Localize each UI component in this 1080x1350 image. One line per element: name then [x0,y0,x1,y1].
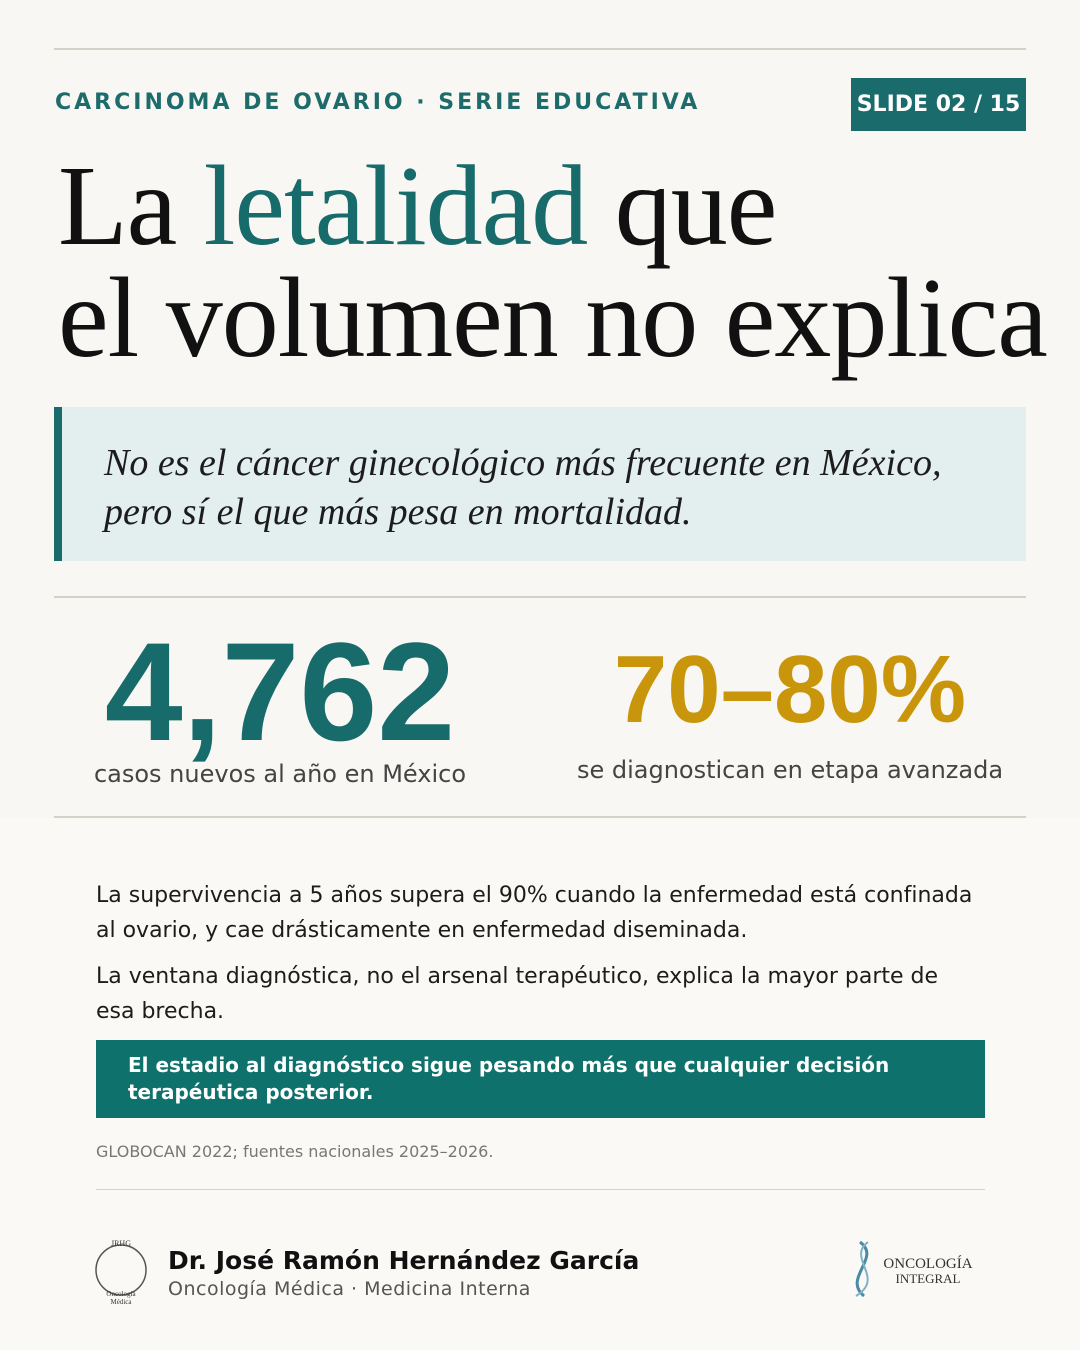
quote-box: No es el cáncer ginecológico más frecuen… [54,407,1026,561]
rule [54,596,1026,598]
title-text: La [58,142,177,269]
callout: El estadio al diagnóstico sigue pesando … [96,1040,985,1118]
kicker: CARCINOMA DE OVARIO · SERIE EDUCATIVA [55,90,701,115]
logo-text: Médica [111,1298,133,1306]
title: La letalidad que el volumen no explica [58,149,1048,375]
author-role: Oncología Médica · Medicina Interna [168,1278,531,1300]
title-highlight: letalidad [203,142,588,269]
rule [54,816,1026,818]
quote: No es el cáncer ginecológico más frecuen… [62,407,1026,537]
logo-text: JRHG [111,1239,131,1248]
logo-text: INTEGRAL [896,1271,961,1286]
quote-line: No es el cáncer ginecológico más frecuen… [104,442,942,484]
rule [54,48,1026,50]
title-text: el volumen no explica [58,254,1048,381]
author-name: Dr. José Ramón Hernández García [168,1246,640,1275]
rule [96,1189,985,1190]
stat-value: 4,762 [104,613,456,770]
title-text: que [614,142,778,269]
quote-line: pero sí el que más pesa en mortalidad. [104,491,692,533]
logo-left: JRHG Oncología Médica [95,1239,147,1306]
logo-right: ONCOLOGÍA INTEGRAL [855,1240,973,1298]
stat-label: casos nuevos al año en México [93,760,467,788]
stat-value: 70–80% [613,636,967,743]
logo-text: ONCOLOGÍA [883,1255,972,1272]
slide-badge: SLIDE 02 / 15 [851,78,1026,131]
paragraph: La ventana diagnóstica, no el arsenal te… [96,964,939,1024]
logo-text: Oncología [106,1290,136,1298]
stat-label: se diagnostican en etapa avanzada [576,756,1004,784]
paragraph: La supervivencia a 5 años supera el 90% … [96,883,973,943]
source: GLOBOCAN 2022; fuentes nacionales 2025–2… [96,1142,494,1161]
